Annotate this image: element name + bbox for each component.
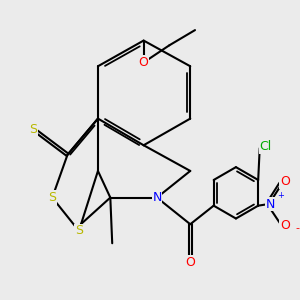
Text: S: S <box>75 224 83 237</box>
Text: +: + <box>277 191 284 200</box>
Text: Cl: Cl <box>259 140 272 153</box>
Text: O: O <box>280 176 290 188</box>
Text: N: N <box>152 191 162 204</box>
Text: O: O <box>139 56 148 69</box>
Text: O: O <box>280 219 290 232</box>
Text: N: N <box>266 198 275 211</box>
Text: S: S <box>48 191 56 204</box>
Text: -: - <box>296 224 300 233</box>
Text: S: S <box>29 123 37 136</box>
Text: O: O <box>185 256 195 269</box>
